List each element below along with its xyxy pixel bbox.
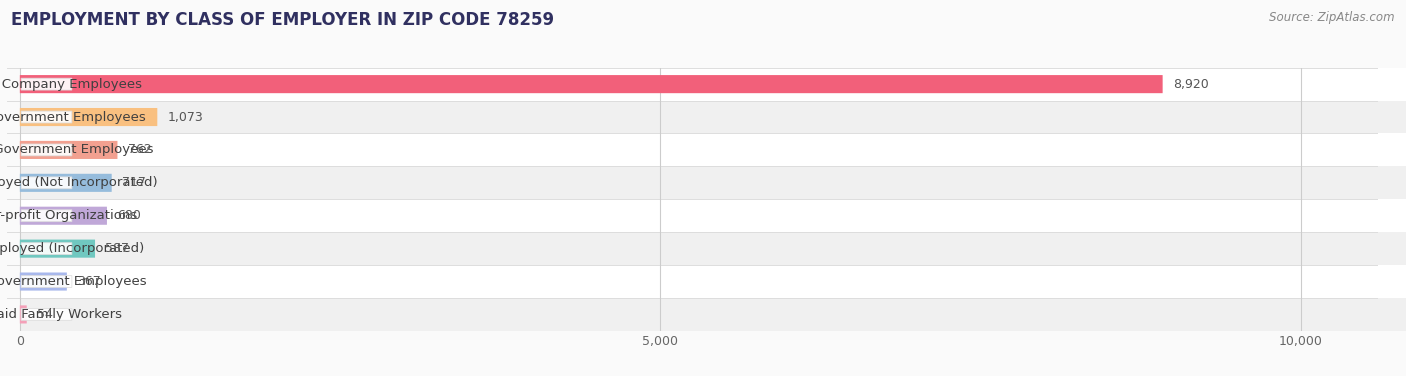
Text: Federal Government Employees: Federal Government Employees <box>0 143 153 156</box>
FancyBboxPatch shape <box>20 199 1406 232</box>
FancyBboxPatch shape <box>21 177 72 189</box>
FancyBboxPatch shape <box>20 305 27 323</box>
FancyBboxPatch shape <box>20 68 1406 100</box>
FancyBboxPatch shape <box>20 166 1406 199</box>
Text: 8,920: 8,920 <box>1173 77 1209 91</box>
FancyBboxPatch shape <box>20 273 67 291</box>
Text: Unpaid Family Workers: Unpaid Family Workers <box>0 308 122 321</box>
FancyBboxPatch shape <box>20 75 1163 93</box>
Text: Private Company Employees: Private Company Employees <box>0 77 142 91</box>
Text: 54: 54 <box>37 308 53 321</box>
FancyBboxPatch shape <box>20 174 111 192</box>
Text: 680: 680 <box>117 209 141 222</box>
FancyBboxPatch shape <box>20 108 157 126</box>
FancyBboxPatch shape <box>21 78 72 90</box>
Text: 1,073: 1,073 <box>167 111 204 124</box>
Text: State Government Employees: State Government Employees <box>0 275 146 288</box>
FancyBboxPatch shape <box>20 207 107 225</box>
Text: Source: ZipAtlas.com: Source: ZipAtlas.com <box>1270 11 1395 24</box>
FancyBboxPatch shape <box>20 232 1406 265</box>
FancyBboxPatch shape <box>20 265 1406 298</box>
FancyBboxPatch shape <box>20 141 118 159</box>
FancyBboxPatch shape <box>21 210 72 221</box>
FancyBboxPatch shape <box>21 243 72 255</box>
Text: 762: 762 <box>128 143 152 156</box>
FancyBboxPatch shape <box>20 298 1406 331</box>
Text: 367: 367 <box>77 275 101 288</box>
Text: 587: 587 <box>105 242 129 255</box>
FancyBboxPatch shape <box>20 133 1406 166</box>
FancyBboxPatch shape <box>20 100 1406 133</box>
Text: Local Government Employees: Local Government Employees <box>0 111 146 124</box>
FancyBboxPatch shape <box>21 308 72 320</box>
Text: Self-Employed (Not Incorporated): Self-Employed (Not Incorporated) <box>0 176 157 190</box>
FancyBboxPatch shape <box>21 111 72 123</box>
FancyBboxPatch shape <box>21 144 72 156</box>
FancyBboxPatch shape <box>21 276 72 287</box>
Text: Self-Employed (Incorporated): Self-Employed (Incorporated) <box>0 242 143 255</box>
Text: EMPLOYMENT BY CLASS OF EMPLOYER IN ZIP CODE 78259: EMPLOYMENT BY CLASS OF EMPLOYER IN ZIP C… <box>11 11 554 29</box>
Text: Not-for-profit Organizations: Not-for-profit Organizations <box>0 209 138 222</box>
FancyBboxPatch shape <box>20 240 96 258</box>
Text: 717: 717 <box>122 176 146 190</box>
